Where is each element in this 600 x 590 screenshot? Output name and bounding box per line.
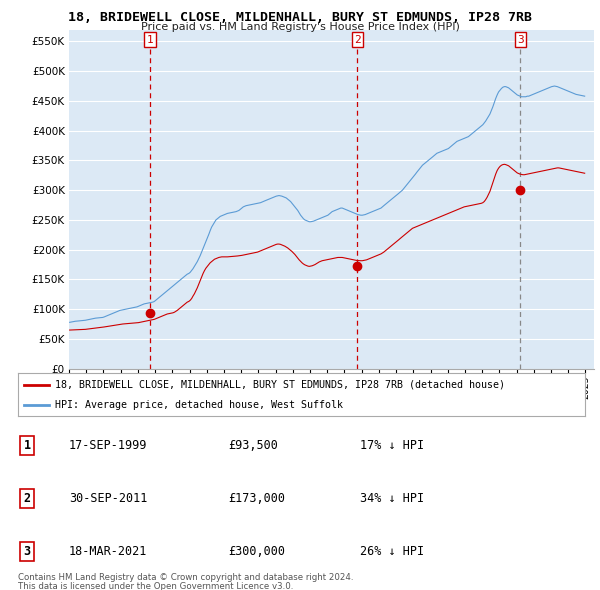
Text: 3: 3 (517, 35, 524, 45)
Text: 2: 2 (354, 35, 361, 45)
Text: 30-SEP-2011: 30-SEP-2011 (69, 492, 148, 505)
Text: 18-MAR-2021: 18-MAR-2021 (69, 545, 148, 558)
Text: 1: 1 (23, 439, 31, 452)
Text: 17-SEP-1999: 17-SEP-1999 (69, 439, 148, 452)
Text: £300,000: £300,000 (228, 545, 285, 558)
Text: 18, BRIDEWELL CLOSE, MILDENHALL, BURY ST EDMUNDS, IP28 7RB: 18, BRIDEWELL CLOSE, MILDENHALL, BURY ST… (68, 11, 532, 24)
Text: 2: 2 (23, 492, 31, 505)
Text: 26% ↓ HPI: 26% ↓ HPI (360, 545, 424, 558)
Text: Contains HM Land Registry data © Crown copyright and database right 2024.: Contains HM Land Registry data © Crown c… (18, 573, 353, 582)
Text: 1: 1 (146, 35, 154, 45)
Text: Price paid vs. HM Land Registry's House Price Index (HPI): Price paid vs. HM Land Registry's House … (140, 22, 460, 32)
Text: 3: 3 (23, 545, 31, 558)
Text: HPI: Average price, detached house, West Suffolk: HPI: Average price, detached house, West… (55, 401, 343, 410)
Text: £93,500: £93,500 (228, 439, 278, 452)
Text: £173,000: £173,000 (228, 492, 285, 505)
Text: 34% ↓ HPI: 34% ↓ HPI (360, 492, 424, 505)
Text: This data is licensed under the Open Government Licence v3.0.: This data is licensed under the Open Gov… (18, 582, 293, 590)
Text: 18, BRIDEWELL CLOSE, MILDENHALL, BURY ST EDMUNDS, IP28 7RB (detached house): 18, BRIDEWELL CLOSE, MILDENHALL, BURY ST… (55, 380, 505, 390)
Text: 17% ↓ HPI: 17% ↓ HPI (360, 439, 424, 452)
